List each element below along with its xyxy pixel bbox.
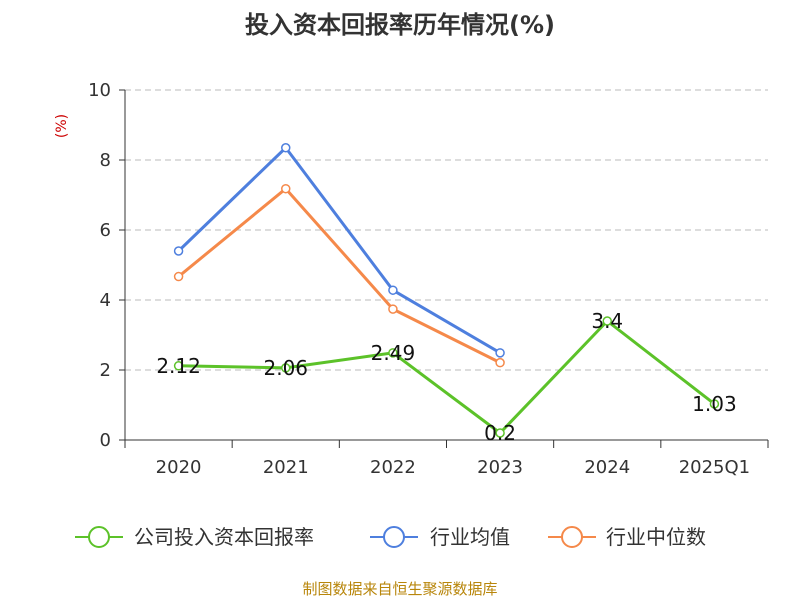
data-point bbox=[173, 246, 184, 256]
legend-marker-icon bbox=[88, 526, 110, 548]
x-tick-label: 2021 bbox=[263, 457, 309, 478]
legend-label: 行业中位数 bbox=[606, 525, 706, 549]
y-tick-label: 4 bbox=[100, 290, 111, 311]
data-label: 3.4 bbox=[591, 309, 623, 333]
axes bbox=[119, 89, 769, 448]
y-tick-label: 0 bbox=[100, 430, 111, 451]
legend-label: 公司投入资本回报率 bbox=[134, 525, 314, 549]
y-tick-label: 2 bbox=[100, 360, 111, 381]
x-tick-labels: 2020 2021 2022 2023 2024 2025Q1 bbox=[156, 457, 750, 478]
data-point bbox=[281, 363, 291, 373]
series-group bbox=[173, 143, 720, 438]
data-labels: 2.12 2.06 2.49 0.2 3.4 1.03 bbox=[156, 309, 736, 445]
y-tick-label: 8 bbox=[100, 150, 111, 171]
data-point bbox=[495, 357, 505, 368]
legend-marker-icon bbox=[383, 526, 405, 548]
data-label: 2.12 bbox=[156, 354, 201, 378]
data-point bbox=[281, 143, 291, 153]
data-label: 0.2 bbox=[484, 421, 516, 445]
data-label: 2.49 bbox=[371, 341, 416, 365]
data-point bbox=[173, 271, 184, 282]
legend-marker-icon bbox=[561, 526, 583, 548]
y-tick-label: 10 bbox=[88, 80, 111, 101]
legend-label: 行业均值 bbox=[430, 525, 510, 549]
series-line bbox=[177, 146, 501, 355]
data-point bbox=[173, 361, 184, 371]
source-note: 制图数据来自恒生聚源数据库 bbox=[302, 580, 497, 598]
data-point bbox=[388, 348, 398, 358]
x-tick-label: 2020 bbox=[156, 457, 202, 478]
y-tick-labels: 0 2 4 6 8 10 bbox=[88, 80, 111, 451]
x-tick-label: 2025Q1 bbox=[679, 457, 750, 478]
y-axis-unit: (%) bbox=[54, 114, 70, 138]
data-point bbox=[388, 304, 398, 314]
x-tick-label: 2024 bbox=[584, 457, 630, 478]
data-point bbox=[602, 316, 612, 326]
series-line bbox=[177, 187, 501, 364]
chart-title: 投入资本回报率历年情况(%) bbox=[245, 11, 555, 39]
data-point bbox=[281, 183, 291, 194]
x-tick-label: 2023 bbox=[477, 457, 523, 478]
data-label: 1.03 bbox=[692, 392, 737, 416]
data-point bbox=[709, 399, 720, 409]
y-tick-label: 6 bbox=[100, 220, 111, 241]
series-line bbox=[178, 319, 716, 435]
data-point bbox=[495, 428, 505, 438]
data-point bbox=[388, 285, 398, 295]
gridlines bbox=[125, 89, 768, 371]
data-label: 2.06 bbox=[263, 356, 308, 380]
x-tick-label: 2022 bbox=[370, 457, 416, 478]
data-point bbox=[495, 348, 505, 358]
legend: 公司投入资本回报率 行业均值 行业中位数 bbox=[75, 525, 706, 549]
